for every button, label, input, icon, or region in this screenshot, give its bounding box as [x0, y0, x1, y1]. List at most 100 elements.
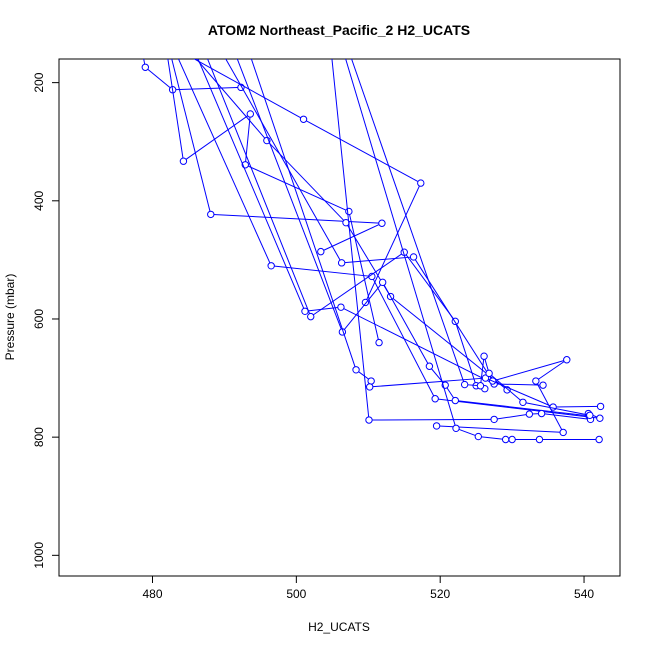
data-point	[375, 338, 383, 347]
series-segment	[485, 377, 554, 408]
series-segment	[535, 359, 568, 382]
series-9	[225, 59, 571, 437]
series-14	[351, 59, 594, 419]
data-point	[307, 312, 315, 321]
series-segment	[236, 59, 343, 333]
x-tick-label: 500	[286, 587, 306, 601]
data-point	[559, 428, 567, 437]
series-segment	[341, 282, 384, 333]
series-segment	[210, 213, 382, 224]
series-segment	[271, 265, 372, 277]
data-point	[365, 416, 373, 424]
data-point	[535, 435, 544, 444]
series-segment	[348, 211, 380, 343]
series-segment	[245, 164, 350, 212]
data-point	[317, 247, 325, 256]
data-point	[366, 383, 374, 391]
data-point	[352, 366, 360, 374]
series-segment	[435, 398, 600, 419]
series-segment	[522, 401, 590, 416]
series-segment	[351, 59, 466, 385]
x-tick-label: 480	[142, 587, 162, 601]
series-segment	[193, 59, 304, 120]
data-point	[451, 396, 459, 405]
data-point	[596, 402, 605, 411]
data-point	[525, 410, 534, 418]
y-tick-label: 800	[32, 427, 46, 447]
data-point	[474, 432, 483, 441]
series-13	[345, 59, 603, 444]
series-segment	[250, 59, 357, 370]
data-point	[246, 110, 255, 118]
data-point	[485, 369, 493, 378]
series-6	[177, 59, 604, 422]
data-point	[337, 303, 345, 311]
data-point	[460, 380, 469, 389]
series-segment	[541, 413, 591, 420]
y-axis-label: Pressure (mbar)	[3, 274, 17, 361]
x-axis-label: H2_UCATS	[308, 620, 370, 634]
y-tick-label: 200	[32, 72, 46, 92]
data-point	[337, 259, 346, 267]
series-segment	[195, 59, 268, 141]
data-point	[432, 422, 441, 430]
x-tick-label: 520	[430, 587, 450, 601]
data-point	[378, 219, 386, 227]
data-point	[595, 435, 603, 444]
data-point	[378, 278, 387, 287]
series-segment	[553, 405, 601, 408]
data-point	[508, 435, 516, 444]
series-segment	[167, 59, 184, 162]
series-segment	[331, 59, 370, 421]
data-point	[409, 253, 418, 261]
series-segment	[143, 59, 146, 68]
data-point	[141, 63, 150, 71]
series-segment	[413, 256, 494, 382]
data-point	[431, 395, 439, 403]
series-segment	[225, 59, 343, 264]
data-point	[425, 362, 434, 370]
y-tick-label: 400	[32, 190, 46, 210]
series-segment	[455, 400, 590, 417]
data-point	[532, 377, 540, 385]
data-point	[490, 415, 498, 424]
series-segment	[455, 427, 479, 438]
series-4	[171, 59, 386, 256]
series-segment	[479, 356, 485, 386]
series-segment	[368, 418, 495, 421]
data-point	[549, 403, 557, 411]
chart-title: ATOM2 Northeast_Pacific_2 H2_UCATS	[208, 22, 470, 38]
data-point	[596, 414, 604, 422]
series-segment	[197, 59, 306, 312]
series-segment	[177, 59, 272, 267]
data-point	[207, 210, 215, 219]
series-segment	[492, 359, 567, 382]
series-segment	[371, 276, 436, 399]
x-axis: 480 500 520 540	[142, 576, 594, 601]
data-point	[480, 352, 488, 360]
series-segment	[310, 251, 405, 318]
data-point	[345, 207, 353, 216]
plot-frame	[58, 58, 621, 577]
series-segment	[303, 118, 422, 184]
series-segment	[478, 436, 506, 441]
series-segment	[320, 222, 383, 253]
data-point	[417, 179, 425, 187]
data-point	[537, 409, 546, 418]
data-point	[481, 374, 490, 382]
data-point	[501, 435, 510, 444]
data-point	[367, 377, 375, 385]
series-segment	[454, 321, 477, 386]
data-point	[452, 424, 460, 432]
series-segment	[144, 66, 173, 91]
y-tick-label: 600	[32, 309, 46, 329]
series-layer	[141, 59, 605, 444]
data-point	[267, 262, 275, 270]
series-segment	[172, 86, 241, 91]
x-tick-label: 540	[574, 587, 594, 601]
y-tick-label: 1000	[32, 542, 46, 569]
data-point	[179, 157, 188, 165]
series-segment	[183, 113, 251, 162]
